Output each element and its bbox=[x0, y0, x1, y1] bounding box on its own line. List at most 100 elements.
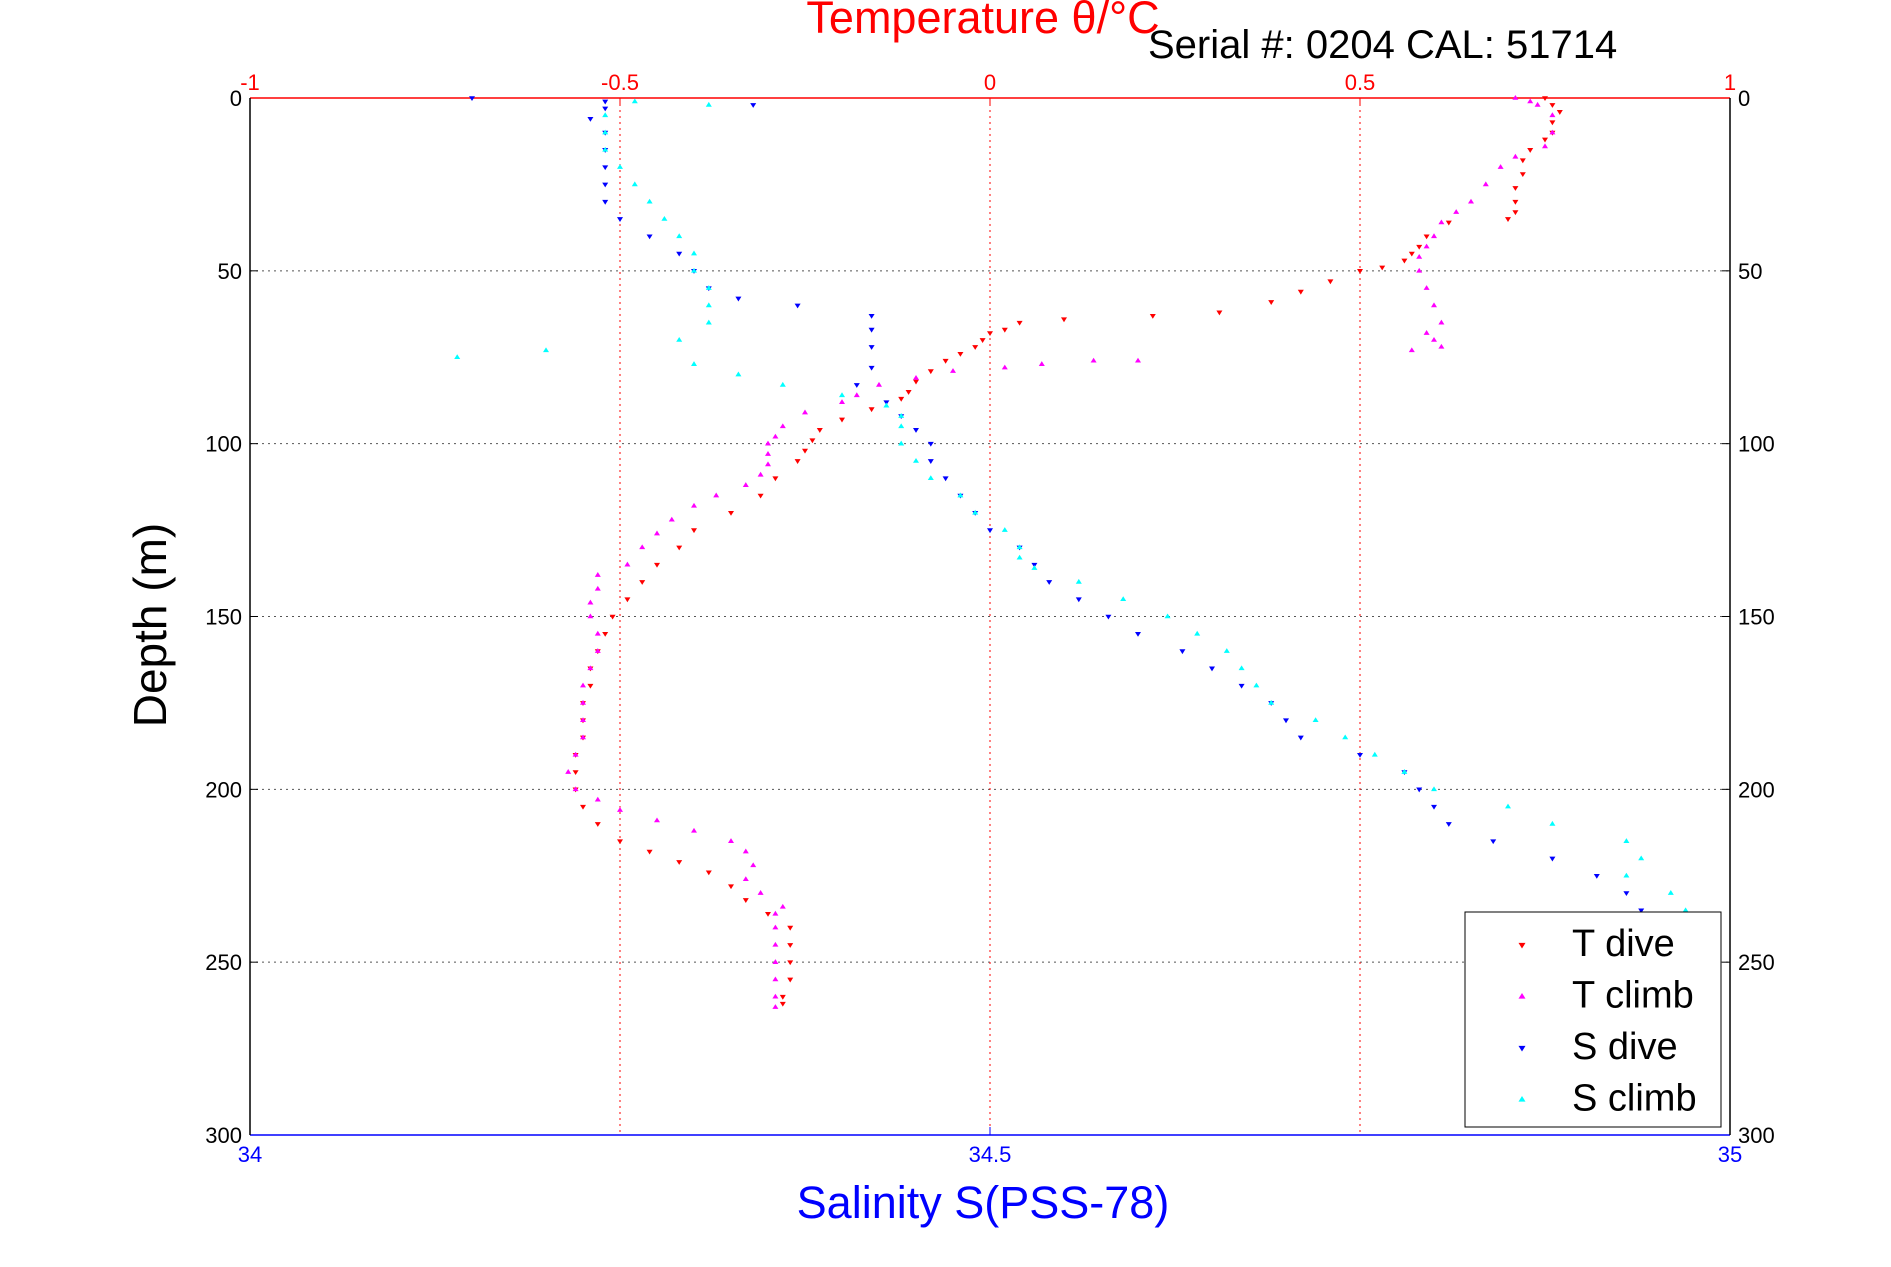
t-climb-point bbox=[1497, 164, 1504, 169]
t-climb-point bbox=[772, 1004, 779, 1009]
temperature-tick-label: 0 bbox=[984, 70, 996, 95]
t-climb-point bbox=[772, 993, 779, 999]
t-climb-point bbox=[1482, 181, 1489, 187]
t-climb-point bbox=[765, 461, 771, 467]
t-dive-point bbox=[765, 911, 771, 917]
s-climb-point bbox=[1623, 872, 1630, 878]
t-climb-point bbox=[691, 502, 697, 508]
s-dive-point bbox=[853, 383, 860, 388]
t-climb-point bbox=[1549, 129, 1556, 135]
t-climb-point bbox=[1453, 209, 1460, 214]
legend-label-t-dive: T dive bbox=[1572, 923, 1675, 965]
t-climb-point bbox=[580, 717, 586, 722]
s-dive-point bbox=[735, 296, 742, 302]
t-climb-point bbox=[594, 630, 601, 636]
s-dive-point bbox=[602, 199, 609, 205]
s-climb-point bbox=[691, 267, 697, 273]
t-climb-point bbox=[876, 381, 882, 387]
t-climb-point bbox=[1135, 357, 1141, 363]
legend-label-s-dive: S dive bbox=[1572, 1026, 1678, 1068]
s-climb-point bbox=[1016, 554, 1023, 560]
t-dive-point bbox=[1149, 313, 1156, 319]
t-climb-point bbox=[913, 374, 919, 380]
t-climb-point bbox=[1549, 112, 1556, 118]
t-climb-point bbox=[772, 924, 779, 930]
s-dive-point bbox=[1046, 580, 1053, 585]
t-dive-point bbox=[905, 390, 912, 395]
t-climb-point bbox=[1038, 361, 1045, 366]
t-climb-point bbox=[1423, 285, 1430, 290]
t-climb-point bbox=[624, 561, 631, 567]
s-dive-point bbox=[602, 165, 609, 171]
s-climb-point bbox=[646, 198, 653, 204]
t-dive-point bbox=[794, 459, 801, 464]
t-climb-point bbox=[757, 890, 764, 895]
chart-subtitle: Serial #: 0204 CAL: 51714 bbox=[1148, 23, 1617, 67]
t-dive-point bbox=[1379, 265, 1386, 271]
t-dive-point bbox=[742, 898, 749, 903]
s-dive-point bbox=[1623, 891, 1630, 897]
s-dive-point bbox=[469, 96, 475, 101]
t-climb-point bbox=[1438, 219, 1445, 225]
t-dive-point bbox=[987, 331, 993, 337]
chart-title: Temperature θ/°C bbox=[806, 0, 1159, 43]
s-climb-point bbox=[1238, 665, 1245, 671]
t-dive-point bbox=[816, 428, 823, 433]
t-climb-point bbox=[587, 599, 594, 605]
t-dive-point bbox=[1542, 96, 1548, 101]
t-dive-point bbox=[787, 977, 794, 983]
t-climb-point bbox=[713, 492, 720, 498]
s-climb-point bbox=[1312, 717, 1319, 722]
t-dive-point bbox=[691, 528, 697, 534]
t-climb-point bbox=[594, 648, 601, 653]
s-dive-point bbox=[1431, 804, 1437, 810]
t-dive-point bbox=[1512, 210, 1519, 216]
depth-tick-label-left: 150 bbox=[205, 605, 242, 630]
t-climb-point bbox=[587, 665, 594, 671]
s-dive-point bbox=[1283, 718, 1289, 724]
t-dive-point bbox=[1297, 289, 1304, 295]
t-dive-point bbox=[957, 351, 964, 357]
t-climb-point bbox=[1416, 254, 1423, 259]
depth-tick-label-right: 0 bbox=[1738, 86, 1750, 111]
t-climb-point bbox=[580, 734, 586, 740]
t-climb-point bbox=[772, 910, 779, 916]
depth-tick-label-right: 50 bbox=[1738, 259, 1762, 284]
s-climb-point bbox=[1623, 838, 1630, 843]
t-climb-point bbox=[1438, 343, 1445, 349]
depth-tick-label-left: 100 bbox=[205, 432, 242, 457]
t-dive-point bbox=[1512, 199, 1519, 205]
depth-tick-label-left: 250 bbox=[205, 950, 242, 975]
y-axis-label: Depth (m) bbox=[124, 523, 176, 727]
t-climb-point bbox=[1431, 336, 1437, 342]
t-dive-point bbox=[1408, 251, 1415, 257]
t-dive-point bbox=[676, 545, 683, 551]
legend-marker-t-climb bbox=[1518, 993, 1526, 999]
legend-box bbox=[1464, 911, 1722, 1128]
t-climb-point bbox=[839, 399, 845, 404]
t-climb-point bbox=[765, 440, 771, 446]
t-climb-point bbox=[772, 959, 779, 964]
t-climb-point bbox=[587, 613, 594, 619]
t-dive-point bbox=[728, 511, 734, 516]
s-dive-point bbox=[750, 103, 757, 108]
s-dive-point bbox=[1075, 597, 1082, 603]
s-climb-point bbox=[1682, 907, 1689, 913]
t-dive-point bbox=[757, 493, 764, 499]
s-climb-point bbox=[617, 164, 623, 169]
t-dive-point bbox=[1416, 244, 1423, 250]
s-dive-point bbox=[1490, 839, 1497, 845]
t-climb-point bbox=[1468, 198, 1474, 204]
s-dive-point bbox=[1357, 752, 1363, 758]
t-dive-point bbox=[639, 580, 646, 585]
s-dive-point bbox=[927, 441, 934, 447]
s-climb-point bbox=[779, 381, 786, 387]
t-climb-point bbox=[691, 827, 697, 833]
t-climb-point bbox=[1090, 357, 1097, 363]
depth-tick-label-right: 200 bbox=[1738, 777, 1775, 802]
s-climb-point bbox=[1223, 648, 1230, 653]
s-dive-point bbox=[942, 476, 949, 482]
t-climb-point bbox=[1527, 98, 1534, 104]
s-dive-point bbox=[913, 428, 919, 433]
